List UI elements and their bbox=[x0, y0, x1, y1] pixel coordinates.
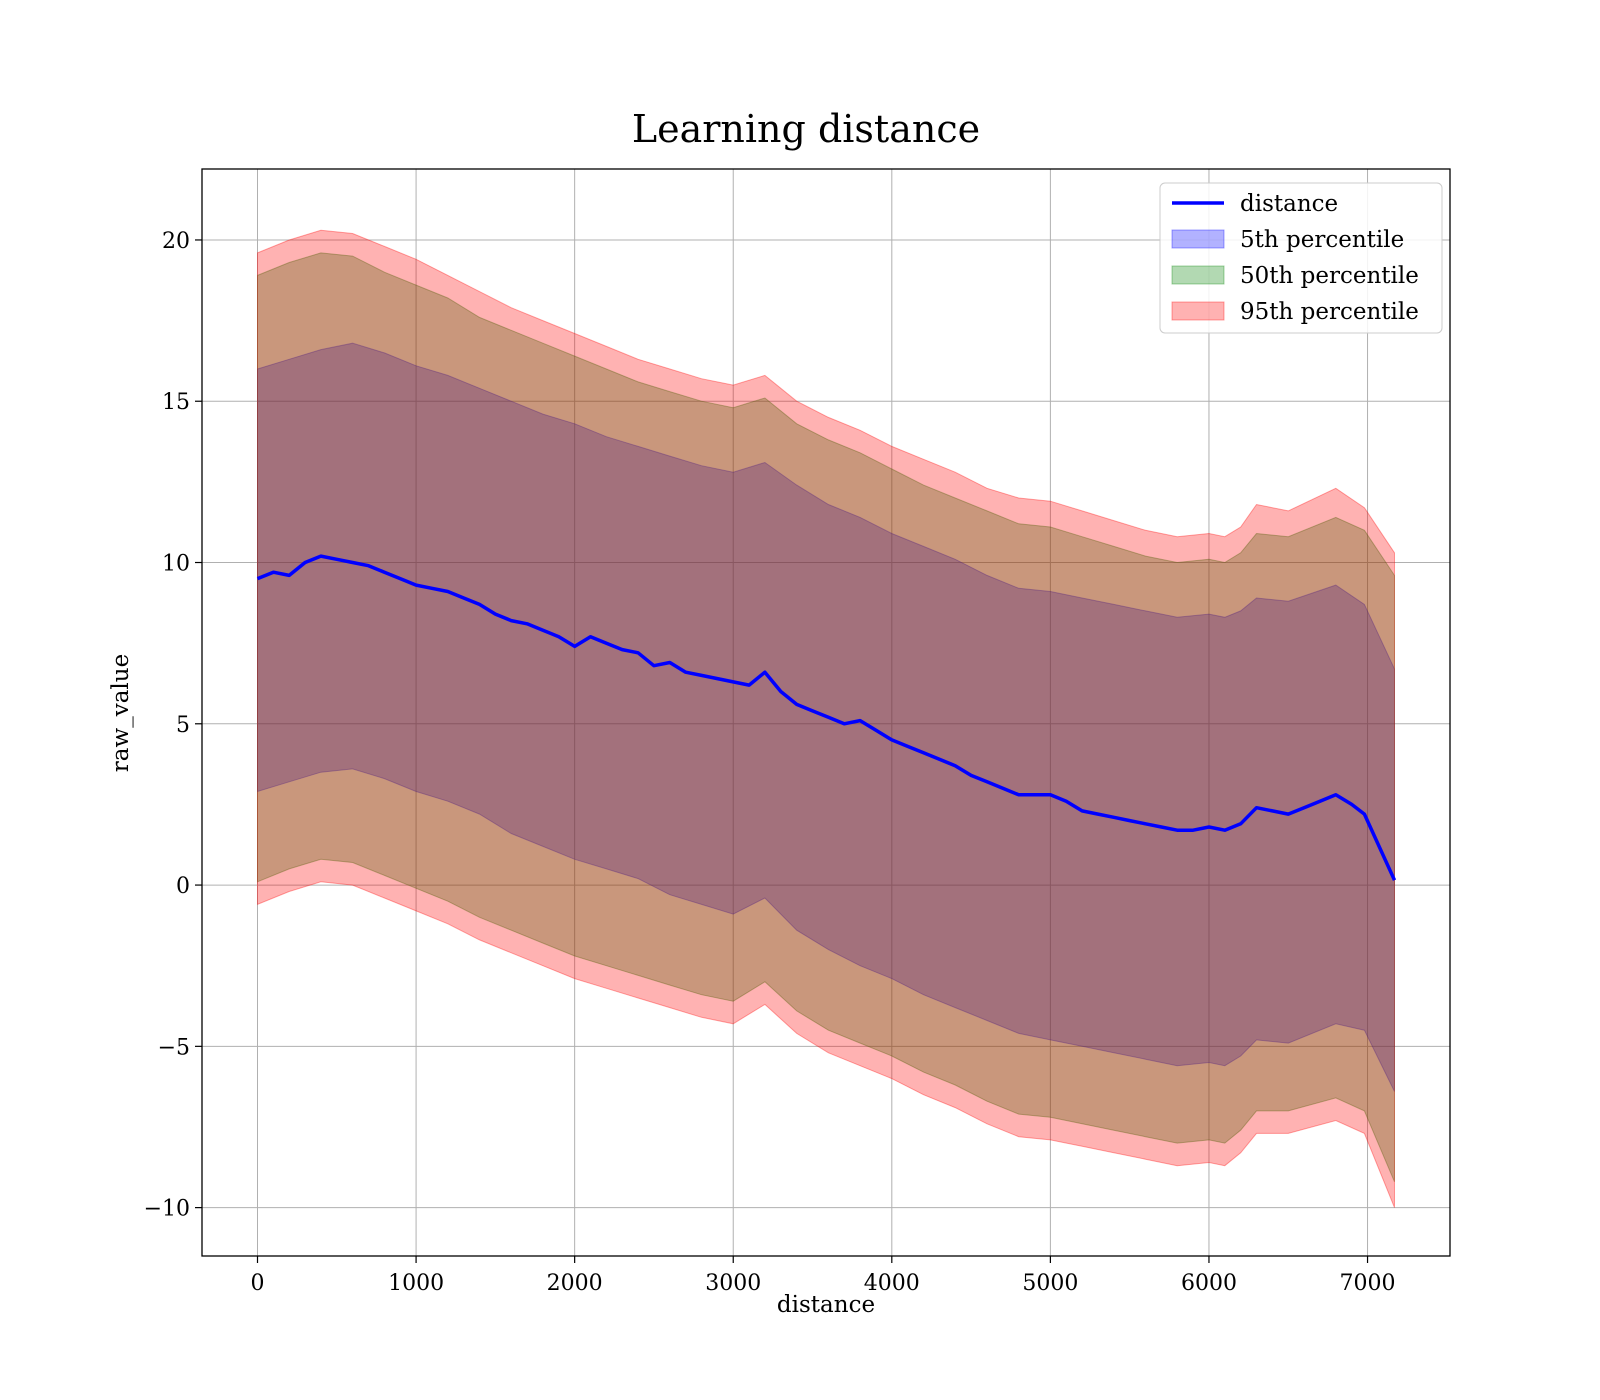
y-tick-label: 5 bbox=[176, 713, 190, 738]
legend-label-95th-percentile: 95th percentile bbox=[1240, 299, 1419, 325]
legend-swatch-95th-percentile bbox=[1171, 301, 1225, 321]
x-tick-label: 6000 bbox=[1181, 1271, 1237, 1296]
plot-frame bbox=[201, 168, 1451, 1257]
y-axis-label: raw_value bbox=[108, 654, 134, 772]
gridlines bbox=[202, 169, 1450, 1256]
legend-label-distance: distance bbox=[1240, 191, 1338, 217]
distance-line bbox=[256, 554, 1397, 881]
x-tick-label: 5000 bbox=[1022, 1271, 1078, 1296]
y-tick-label: −10 bbox=[144, 1197, 190, 1222]
y-tick-label: −5 bbox=[158, 1035, 190, 1060]
x-axis-ticks: 0 1000 2000 3000 4000 5000 6000 7000 bbox=[251, 1256, 1396, 1296]
x-tick-label: 0 bbox=[251, 1271, 265, 1296]
x-tick-label: 3000 bbox=[705, 1271, 761, 1296]
y-tick-label: 20 bbox=[162, 229, 190, 254]
y-tick-label: 10 bbox=[162, 552, 190, 577]
legend: distance 5th percentile 50th percentile 95t… bbox=[1159, 182, 1443, 334]
distance-line-layer bbox=[256, 554, 1397, 881]
x-axis-label: distance bbox=[777, 1292, 875, 1318]
y-tick-label: 15 bbox=[162, 390, 190, 415]
legend-box bbox=[1159, 182, 1443, 334]
legend-label-50th-percentile: 50th percentile bbox=[1240, 263, 1419, 289]
y-tick-label: 0 bbox=[176, 874, 190, 899]
chart-title: Learning distance bbox=[632, 107, 980, 151]
x-tick-label: 7000 bbox=[1340, 1271, 1396, 1296]
legend-label-5th-percentile: 5th percentile bbox=[1240, 227, 1404, 253]
legend-swatch-5th-percentile bbox=[1171, 229, 1225, 249]
x-tick-label: 1000 bbox=[388, 1271, 444, 1296]
x-tick-label: 4000 bbox=[864, 1271, 920, 1296]
y-axis-ticks: −10 −5 0 5 10 15 20 bbox=[144, 229, 202, 1222]
x-tick-label: 2000 bbox=[547, 1271, 603, 1296]
band-95th-percentile bbox=[257, 229, 1395, 1208]
legend-swatch-50th-percentile bbox=[1171, 265, 1225, 285]
